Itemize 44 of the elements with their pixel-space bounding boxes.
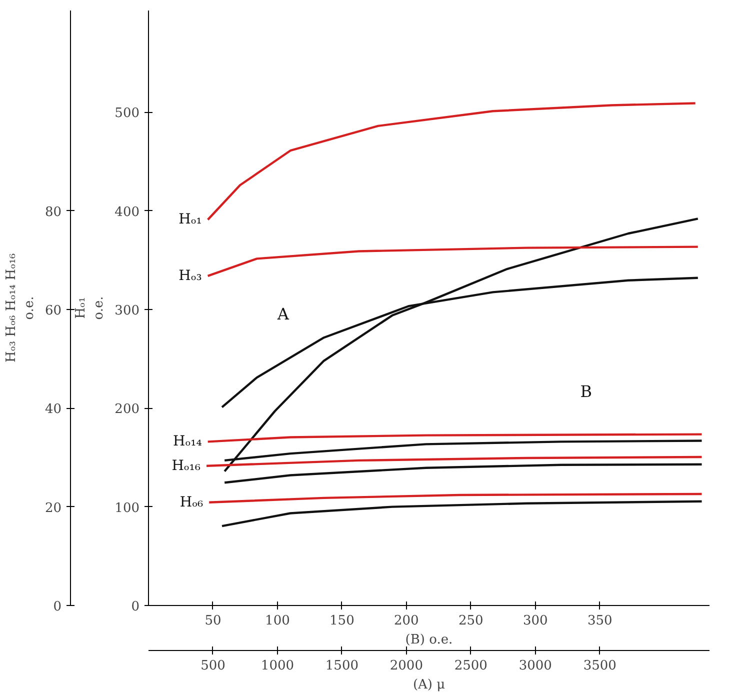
x-tick-label: 300: [522, 614, 548, 628]
x-tick-label: 350: [587, 614, 612, 628]
y2-tick-label: 0: [53, 600, 62, 614]
line-series: [206, 102, 696, 221]
x2-tick-label: 1000: [260, 658, 294, 674]
x2-tick-label: 1500: [325, 658, 358, 674]
x-tick-label: 150: [330, 614, 354, 628]
annotation: A: [276, 304, 290, 324]
series-label: Hₒ₁: [178, 212, 202, 228]
y-tick-label: 400: [114, 204, 140, 220]
series-label: Hₒ₃: [178, 268, 202, 284]
x2-axis-title: (A) μ: [412, 678, 446, 692]
line-series: [205, 456, 703, 467]
series-label: Hₒ₁₄: [172, 434, 202, 450]
series-label: Hₒ₁₆: [172, 458, 201, 474]
line-series: [206, 246, 699, 278]
y-tick-label: 0: [131, 600, 140, 614]
x-tick-label: 100: [265, 614, 290, 628]
line-series: [206, 433, 703, 443]
x2-tick-label: 3500: [583, 658, 616, 674]
y-tick-label: 300: [114, 303, 140, 318]
x2-tick-label: 500: [200, 658, 226, 674]
y2-tick-label: 60: [44, 303, 62, 318]
y2-tick-label: 20: [44, 500, 62, 516]
y-tick-label: 500: [114, 106, 140, 122]
line-series: [223, 218, 699, 472]
line-series: [223, 463, 703, 484]
line-series: [208, 492, 703, 504]
y2-axis-title: Hₒ₃ Hₒ₆ Hₒ₁₄ Hₒ₁₆ o.e.: [4, 253, 37, 363]
x-axis-title: (B) o.e.: [405, 632, 453, 648]
y-tick-label: 100: [114, 500, 140, 516]
x-tick-label: 200: [394, 614, 419, 628]
y2-tick-label: 40: [44, 402, 62, 418]
x-tick-label: 250: [458, 614, 484, 628]
x2-tick-label: 3000: [518, 658, 552, 674]
x2-tick-label: 2500: [454, 658, 488, 674]
line-series: [220, 500, 703, 528]
y2-tick-label: 80: [44, 204, 62, 220]
y-axis-title: Hₒ₁ o.e.: [74, 296, 107, 320]
x-tick-label: 50: [204, 614, 222, 628]
series-label: Hₒ₆: [180, 494, 204, 510]
annotation: B: [580, 382, 592, 401]
x2-tick-label: 2000: [390, 658, 423, 674]
y-tick-label: 200: [114, 402, 140, 418]
